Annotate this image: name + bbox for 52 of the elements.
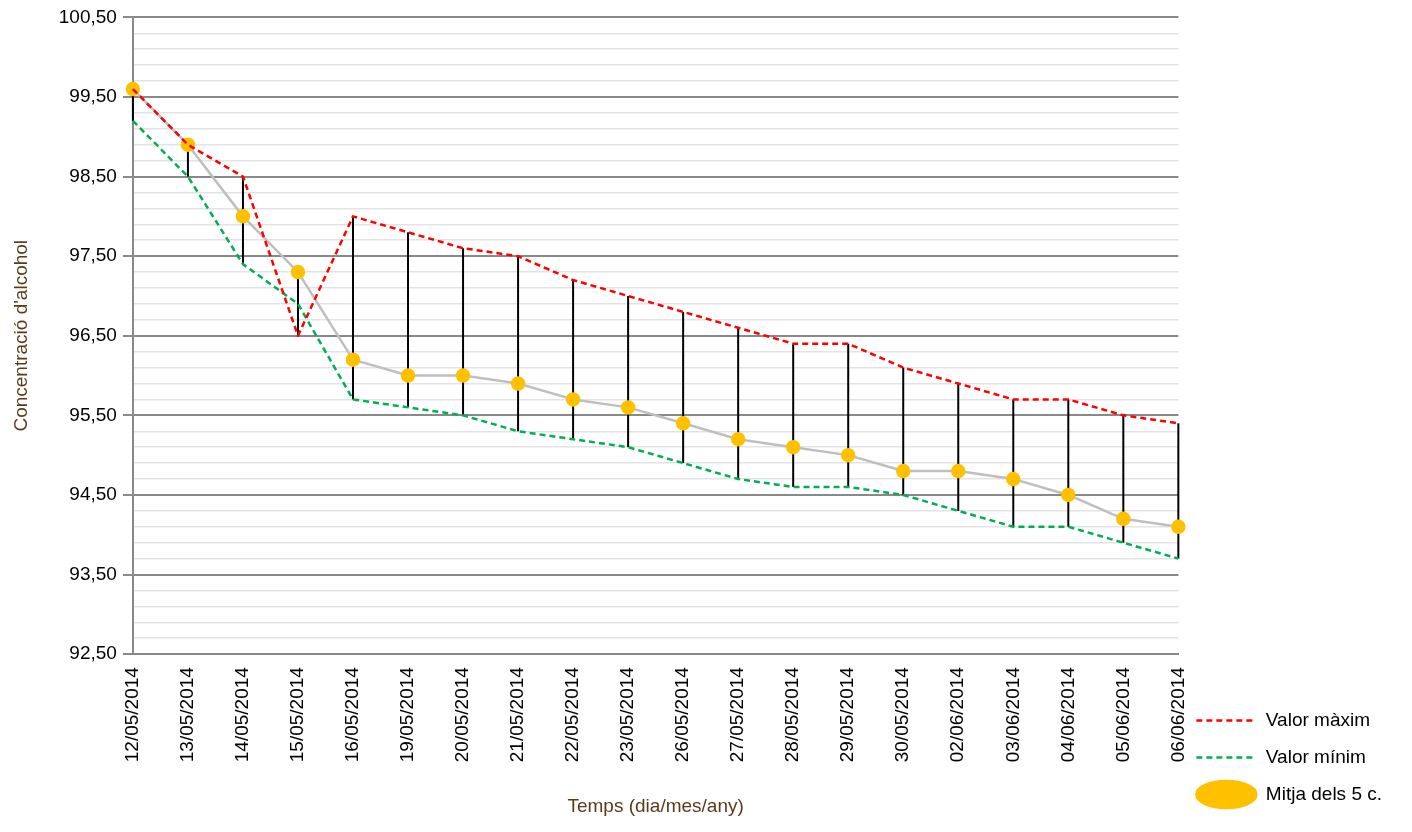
x-tick-label: 03/06/2014 xyxy=(1001,666,1023,763)
x-tick-label: 21/05/2014 xyxy=(506,666,528,763)
y-tick-label: 94,50 xyxy=(69,483,117,505)
point xyxy=(840,447,856,463)
y-tick-label: 95,50 xyxy=(69,403,117,425)
y-tick-label: 97,50 xyxy=(69,244,117,266)
point xyxy=(235,209,251,224)
point xyxy=(1061,487,1076,503)
y-tick-label: 98,50 xyxy=(69,164,117,186)
point xyxy=(785,439,801,455)
x-tick-label: 20/05/2014 xyxy=(451,666,473,763)
point xyxy=(951,463,966,479)
y-axis-title: Concentració d'alcohol xyxy=(9,239,31,432)
y-tick-label: 96,50 xyxy=(69,323,117,345)
point xyxy=(510,376,526,391)
y-tick-label: 99,50 xyxy=(69,85,117,107)
x-tick-label: 22/05/2014 xyxy=(561,666,583,763)
x-tick-label: 13/05/2014 xyxy=(176,666,198,763)
point xyxy=(345,352,361,367)
x-tick-label: 27/05/2014 xyxy=(726,666,748,763)
legend-label: Mitja dels 5 c. xyxy=(1265,782,1382,804)
point xyxy=(290,264,306,280)
legend-label: Valor mínim xyxy=(1265,745,1366,767)
x-tick-label: 29/05/2014 xyxy=(836,666,858,763)
point xyxy=(675,416,691,431)
x-tick-label: 12/05/2014 xyxy=(121,666,143,763)
x-tick-label: 16/05/2014 xyxy=(341,666,363,763)
point xyxy=(455,368,471,383)
point xyxy=(1006,471,1021,487)
point xyxy=(400,368,416,383)
x-tick-label: 26/05/2014 xyxy=(671,666,693,763)
point xyxy=(620,400,636,415)
x-tick-label: 14/05/2014 xyxy=(231,666,253,763)
x-tick-label: 28/05/2014 xyxy=(781,666,803,763)
x-tick-label: 30/05/2014 xyxy=(891,666,913,763)
x-tick-label: 04/06/2014 xyxy=(1056,666,1078,763)
y-tick-label: 100,50 xyxy=(58,5,117,27)
point xyxy=(1171,519,1186,535)
x-tick-label: 23/05/2014 xyxy=(616,666,638,763)
point xyxy=(1116,511,1131,527)
point xyxy=(895,463,911,479)
y-tick-label: 92,50 xyxy=(69,642,117,664)
x-tick-label: 15/05/2014 xyxy=(286,666,308,763)
point xyxy=(565,392,581,407)
x-tick-label: 06/06/2014 xyxy=(1166,666,1188,763)
y-tick-label: 93,50 xyxy=(69,562,117,584)
x-tick-label: 19/05/2014 xyxy=(396,666,418,763)
x-tick-label: 05/06/2014 xyxy=(1111,666,1133,763)
x-tick-label: 02/06/2014 xyxy=(946,666,968,763)
point xyxy=(730,431,746,447)
x-axis-title: Temps (dia/mes/any) xyxy=(567,794,744,816)
legend-label: Valor màxim xyxy=(1265,708,1371,730)
